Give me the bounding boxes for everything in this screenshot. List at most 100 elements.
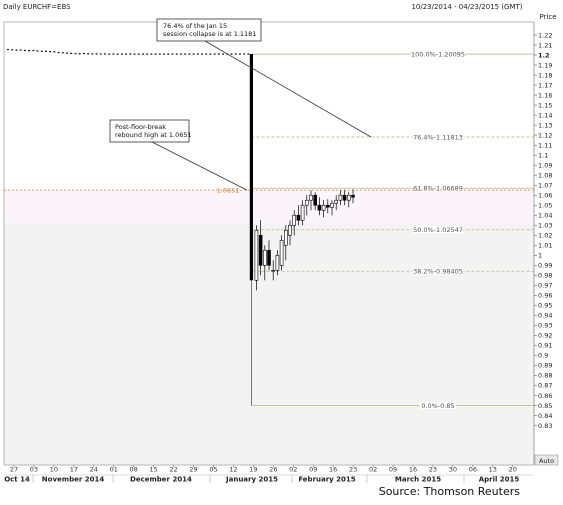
- price-tick-label: 1.11: [538, 141, 552, 149]
- price-tick-label: 1.07: [538, 181, 552, 189]
- annotation-box-1: [109, 119, 190, 143]
- price-tick-label: 1.16: [538, 91, 552, 99]
- time-axis: 27 03 10 17 24 01 08 15 22 29 05 12 19 26 02 09 16 23 02 09…: [4, 465, 534, 484]
- auto-scale-button[interactable]: Auto: [534, 454, 559, 466]
- month-label: December 2014: [130, 476, 192, 484]
- candle-body: [300, 204, 305, 221]
- pre-floor-bar: [61, 52, 64, 54]
- date-range: 10/23/2014 - 04/23/2015 (GMT): [411, 3, 522, 11]
- time-tick-label: 16: [329, 466, 337, 474]
- pre-floor-bar: [129, 53, 132, 55]
- candle-body: [309, 194, 313, 201]
- time-tick-label: 15: [150, 466, 158, 474]
- pre-floor-bar: [222, 53, 224, 55]
- annotation-leader-0: [204, 40, 372, 138]
- candle-body: [342, 194, 347, 201]
- candle-body: [334, 199, 339, 204]
- time-tick-label: 02: [369, 466, 377, 474]
- fib-label-bg-2: [412, 184, 464, 192]
- price-tick-label: 0.94: [538, 312, 552, 320]
- month-label: Oct 14: [4, 476, 30, 484]
- time-tick-label: 13: [489, 466, 497, 474]
- price-tick-label: 0.89: [538, 362, 552, 370]
- fib-label-0: 100.0%-1.20095: [411, 50, 465, 58]
- pre-floor-bar: [108, 53, 111, 55]
- pre-floor-bar: [163, 53, 165, 55]
- price-tick-label: 0.97: [538, 282, 552, 290]
- price-tick-label: 1.18: [538, 71, 552, 79]
- pre-floor-bar: [142, 53, 144, 55]
- floor-break-candle: [249, 54, 253, 281]
- candle-body: [304, 199, 309, 206]
- price-tick-label: 1.15: [538, 101, 552, 109]
- fib-label-bg-0: [410, 50, 466, 58]
- pre-floor-bar: [120, 53, 123, 55]
- annotation-text-1-1: rebound high at 1.0651: [115, 131, 192, 139]
- pre-floor-bar: [49, 51, 52, 53]
- candle-body: [275, 254, 280, 271]
- pre-floor-bar: [188, 53, 191, 55]
- candle-body: [325, 204, 330, 208]
- pre-floor-bar: [213, 53, 216, 55]
- time-tick-label: 20: [509, 466, 517, 474]
- fib-label-1: 76.4%-1.11813: [413, 133, 463, 141]
- pre-floor-bar: [180, 53, 182, 55]
- pre-floor-bar: [78, 53, 81, 55]
- time-tick-label: 10: [50, 466, 58, 474]
- price-axis: 1.22 1.21 1.2 1.19 1.18 1.17 1.16 1.15 1.14 1.13 1…: [533, 22, 552, 465]
- month-label: March 2015: [395, 476, 441, 484]
- time-tick-label: 01: [110, 466, 118, 474]
- price-candles: [7, 48, 355, 406]
- pre-floor-bar: [91, 53, 94, 55]
- price-tick-label: 1.12: [538, 131, 552, 139]
- price-tick-label: 0.9: [538, 352, 548, 360]
- annotation-leader-1: [151, 141, 248, 191]
- pre-floor-bar: [40, 50, 43, 52]
- time-tick-label: 22: [169, 466, 177, 474]
- fib-label-bg-3: [412, 226, 464, 234]
- pre-floor-bar: [209, 53, 212, 55]
- time-tick-label: 16: [409, 466, 417, 474]
- pre-floor-bar: [196, 53, 199, 55]
- pre-floor-bar: [171, 53, 174, 55]
- price-tick-label: 1.09: [538, 161, 552, 169]
- candle-body: [313, 194, 318, 206]
- fib-label-2: 61.8%-1.06689: [413, 185, 463, 193]
- price-tick-label: 1.02: [538, 232, 552, 240]
- time-tick-label: 09: [389, 466, 397, 474]
- chart-title: Daily EURCHF=EBS: [3, 3, 71, 11]
- month-label: November 2014: [42, 476, 105, 484]
- fib-label-4: 38.2%-0.98405: [413, 268, 463, 276]
- pre-floor-bar: [184, 53, 187, 55]
- price-tick-label: 1.03: [538, 222, 552, 230]
- pre-floor-bar: [45, 50, 47, 52]
- shaded-region-upper: [4, 190, 534, 224]
- pre-floor-bar: [154, 53, 157, 55]
- time-tick-label: 08: [130, 466, 138, 474]
- price-tick-label: 0.86: [538, 392, 552, 400]
- pre-floor-bar: [243, 53, 246, 55]
- price-tick-label: 0.93: [538, 322, 552, 330]
- pre-floor-bar: [15, 49, 18, 51]
- time-tick-label: 23: [349, 466, 357, 474]
- candle-body: [279, 239, 284, 266]
- price-tick-label: 1.17: [538, 81, 552, 89]
- pre-floor-bar: [205, 53, 208, 55]
- time-tick-label: 26: [269, 466, 277, 474]
- time-tick-label: 24: [90, 466, 98, 474]
- fib-label-bg-1: [412, 133, 464, 141]
- time-tick-label: 02: [289, 466, 297, 474]
- pre-floor-bar: [247, 53, 250, 55]
- time-tick-label: 06: [469, 466, 477, 474]
- pre-floor-bar: [32, 49, 35, 52]
- pre-floor-bar: [112, 53, 115, 55]
- pre-floor-bar: [95, 53, 98, 55]
- price-tick-label: 1.01: [538, 242, 552, 250]
- price-tick-label: 0.91: [538, 342, 552, 350]
- candle-body: [254, 229, 259, 281]
- candle-body: [267, 249, 271, 266]
- price-tick-label: 0.98: [538, 272, 552, 280]
- price-tick-label: 1.04: [538, 212, 552, 220]
